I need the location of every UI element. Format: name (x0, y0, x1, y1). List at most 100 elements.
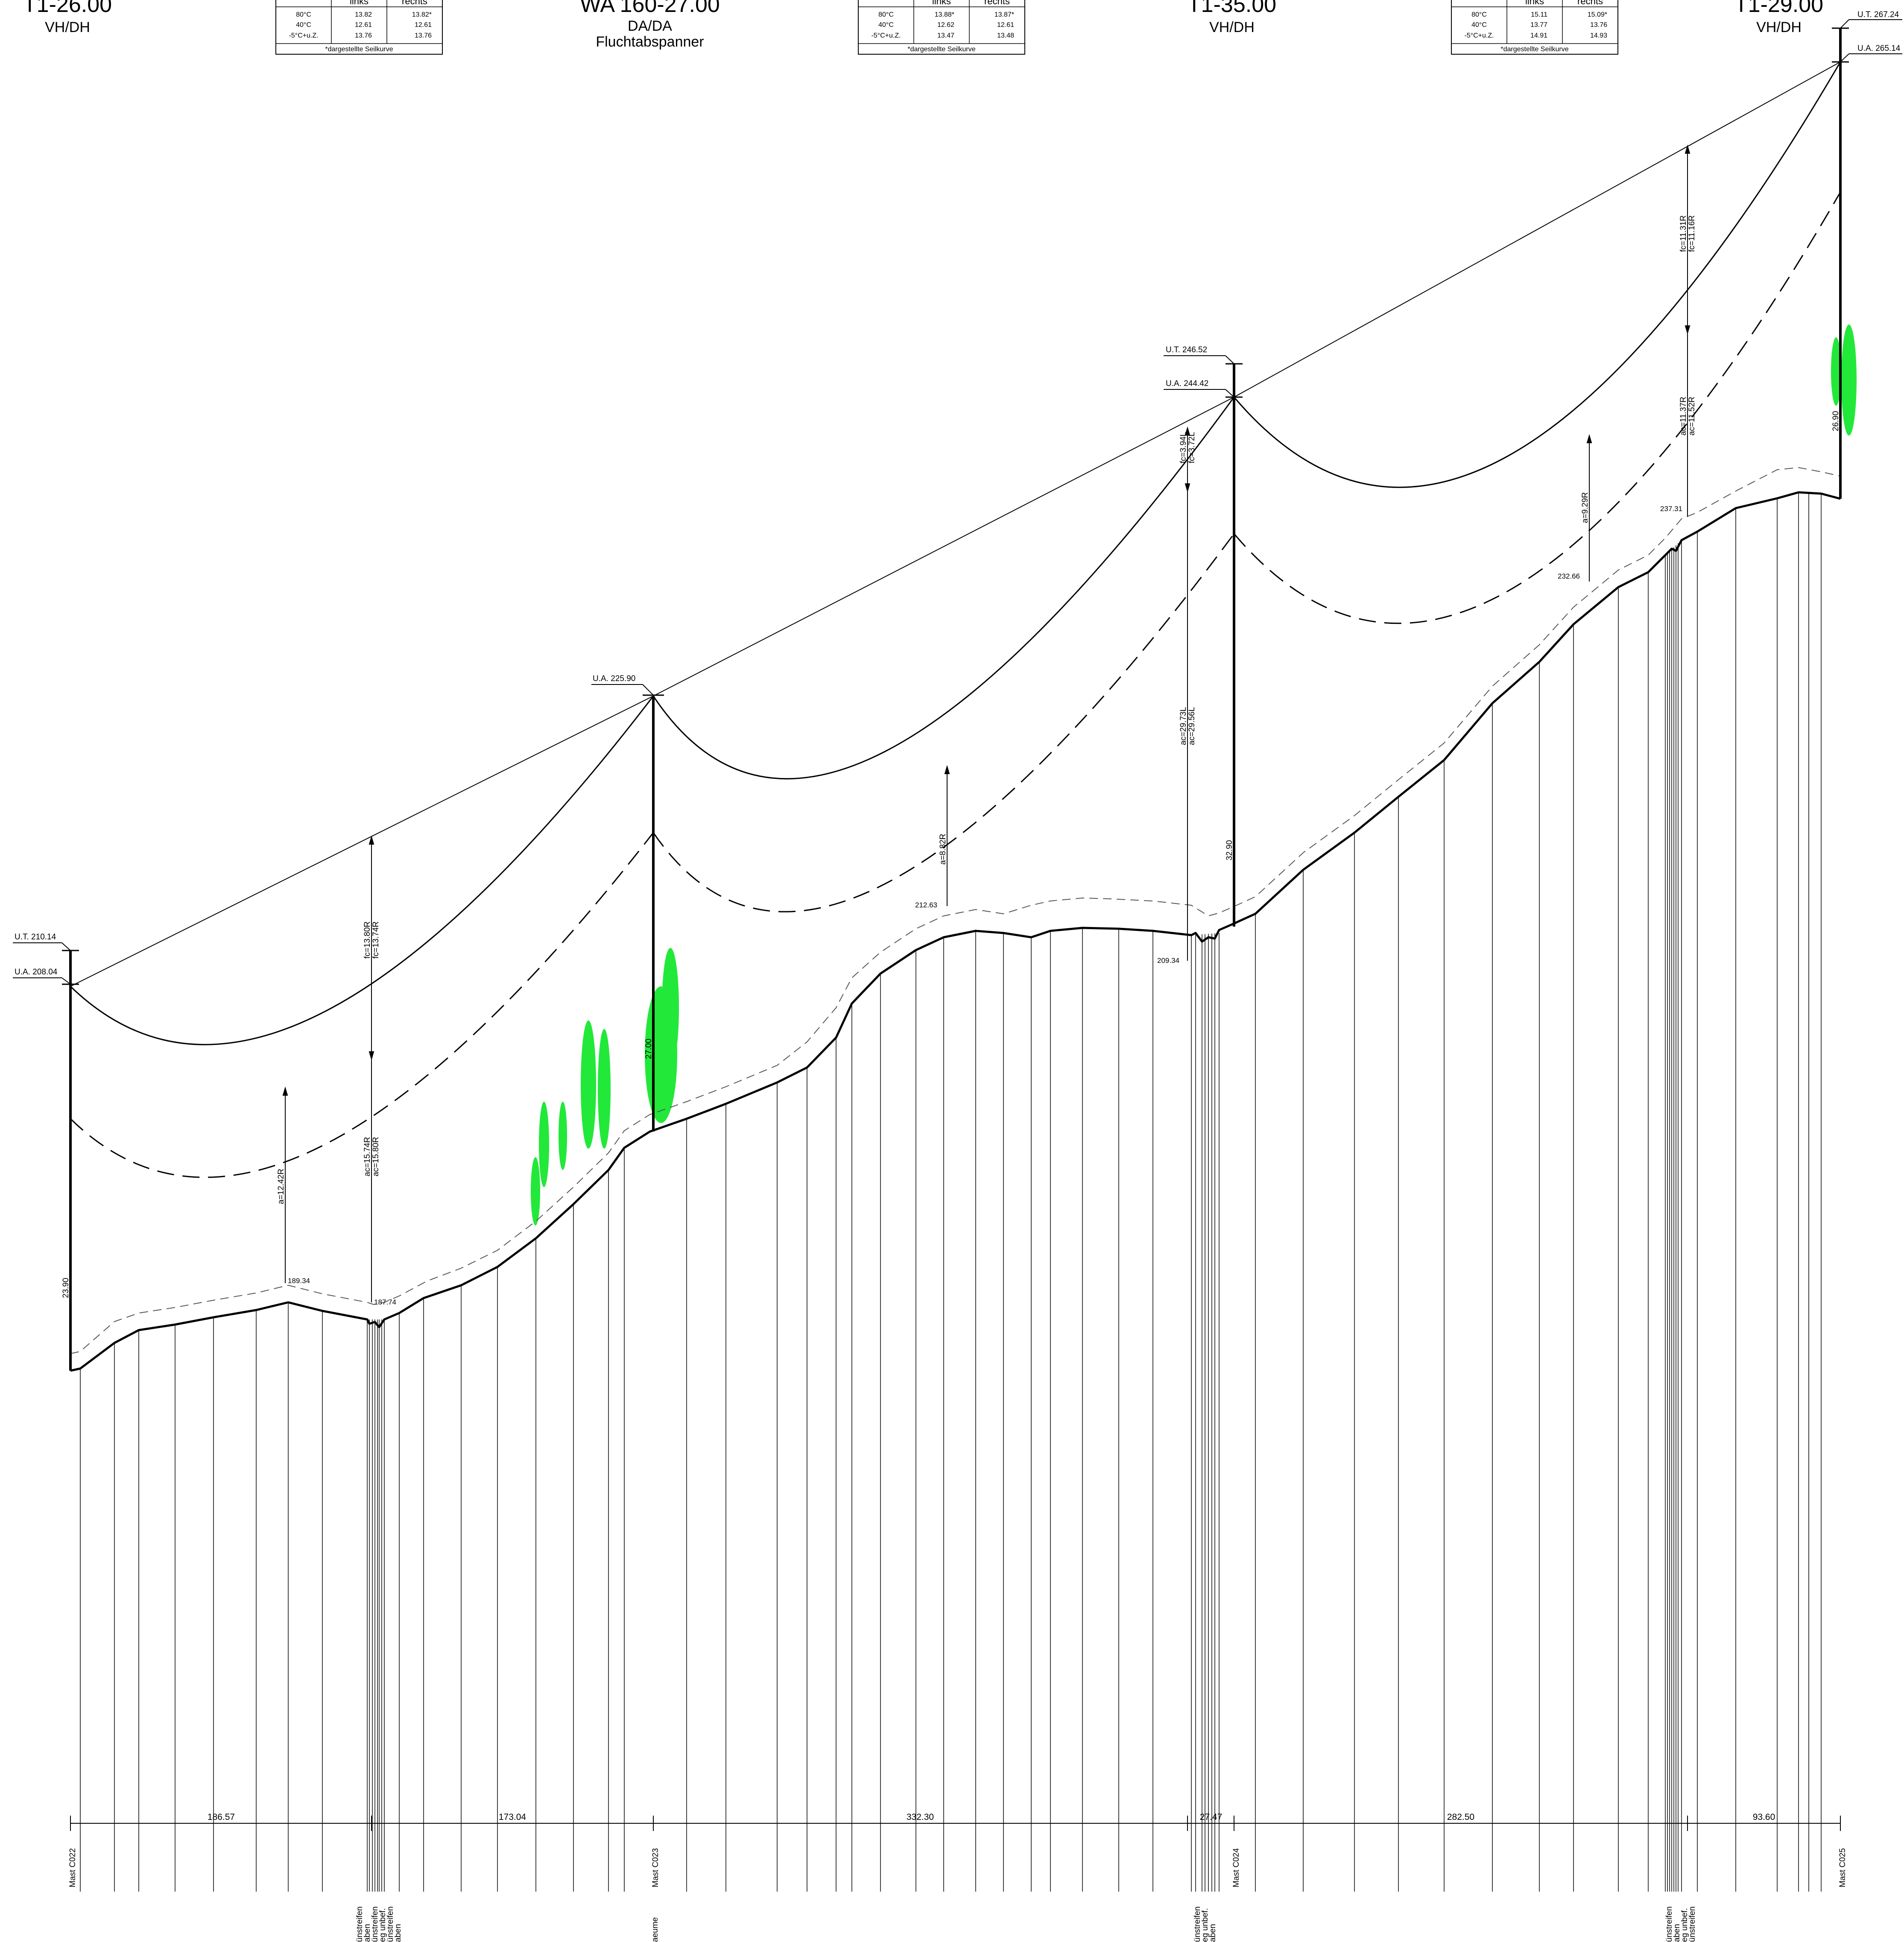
sag-table-cell: 13.76 (415, 32, 432, 39)
ground-elevation-label: 212.63 (915, 901, 937, 909)
clearance-label: ac=11.52R (1688, 397, 1696, 436)
crossing-labels-1: ünstreifen aben ünstreifen eg unbef. üns… (355, 1907, 403, 1942)
sag-table-span-2: links rechts 80°C 13.88* 13.87* 40°C 12.… (858, 0, 1025, 55)
mast-label-c025: Mast C025 (1838, 1848, 1847, 1887)
sag-table-cell: 14.93 (1590, 32, 1607, 39)
tower-height-t3: 32.90 (1225, 840, 1234, 860)
mast-label-c024: Mast C024 (1232, 1848, 1241, 1887)
sag-table-header-rechts: rechts (984, 0, 1010, 6)
clearance-label: fc=13.74R (371, 921, 380, 959)
sag-table-cell: 15.11 (1531, 11, 1547, 18)
sag-table-cell: 13.88* (935, 11, 954, 18)
sag-table-footer: *dargestellte Seilkurve (907, 46, 975, 53)
chord-line-span-2 (653, 397, 1234, 696)
sag-table-cell: 15.09* (1588, 11, 1607, 18)
span-length-label: 282.50 (1447, 1812, 1474, 1822)
tower-type-t2: DA/DA (628, 18, 672, 34)
tower-t1 (13, 942, 79, 1371)
tower-header-t2: WA 160-27.00 DA/DA Fluchtabspanner (580, 0, 720, 50)
clearance-label: ac=15.80R (371, 1137, 380, 1176)
crossing-label: ünstreifen (371, 1907, 380, 1942)
clearance-label: a=9.29R (1581, 492, 1590, 523)
crossing-label: ünstreifen (386, 1907, 395, 1942)
clearance-label: ac=29.73L (1179, 707, 1188, 745)
ground-elevation-label: 232.66 (1558, 572, 1580, 580)
tree-icon (581, 1021, 596, 1149)
crossing-labels-4: ünstreifen aben eg unbef. ünstreifen (1665, 1907, 1697, 1942)
sag-table-cell: 13.76 (1590, 21, 1607, 29)
sag-table-cell: 40°C (1471, 21, 1487, 29)
sag-table-cell: 12.61 (415, 21, 432, 29)
ground-elevation-label: 189.34 (288, 1277, 310, 1285)
clearance-arrows (282, 144, 1690, 1302)
level-label-t3-ut: U.T. 246.52 (1166, 345, 1207, 354)
crossing-labels-3: ünstreifen eg unbef. aben (1193, 1907, 1217, 1942)
chord-line-span-1 (70, 696, 654, 987)
sag-table-cell: 12.62 (937, 21, 954, 29)
level-label-t2-ua: U.A. 225.90 (593, 674, 635, 683)
sag-table-header-links: links (1525, 0, 1544, 6)
sag-table-cell: 40°C (878, 21, 894, 29)
level-label-t1-ua: U.A. 208.04 (15, 968, 58, 977)
crossing-labels-2: aeume (651, 1917, 660, 1942)
tree-icon (531, 1157, 540, 1225)
crossing-label: eg unbef. (378, 1908, 387, 1942)
tower-type-t1: VH/DH (45, 19, 90, 35)
ground-elevation-label: 237.31 (1660, 505, 1682, 513)
crossing-label: ünstreifen (1193, 1907, 1202, 1942)
sag-table-header-rechts: rechts (402, 0, 427, 6)
tree-icon (662, 948, 679, 1068)
clearance-label: ac=15.74R (363, 1137, 372, 1176)
crossing-label: aeume (651, 1917, 660, 1942)
span-length-label: 186.57 (208, 1812, 235, 1822)
clearance-label: fc=13.80R (363, 921, 372, 959)
ground-offset-line (70, 467, 1841, 1354)
conductor-curves (70, 61, 1841, 1178)
crossing-label: ünstreifen (355, 1907, 364, 1942)
tower-t2 (591, 684, 664, 1132)
tower-header-t4: T1-29.00 VH/DH (1734, 0, 1823, 35)
sag-table-cell: 13.87* (994, 11, 1014, 18)
sag-table-cell: 80°C (296, 11, 311, 18)
sag-table-cell: 12.61 (997, 21, 1014, 29)
sag-table-cell: -5°C+u.Z. (1464, 32, 1494, 39)
tower-t3 (1164, 355, 1243, 927)
sag-table-cell: -5°C+u.Z. (871, 32, 901, 39)
sag-table-footer: *dargestellte Seilkurve (325, 46, 393, 53)
span-length-label: 93.60 (1753, 1812, 1775, 1822)
sag-table-cell: 13.47 (937, 32, 954, 39)
span-length-label: 332.30 (907, 1812, 934, 1822)
crossing-label: ünstreifen (1665, 1907, 1674, 1942)
crossing-label: ünstreifen (1688, 1907, 1697, 1942)
tower-name-t2: WA 160-27.00 (580, 0, 720, 17)
clearance-label: ac=29.56L (1187, 707, 1196, 745)
sag-table-footer: *dargestellte Seilkurve (1500, 46, 1568, 53)
tree-icon (1831, 337, 1841, 406)
mast-label-c022: Mast C022 (68, 1848, 77, 1887)
tower-header-t1: T1-26.00 VH/DH (23, 0, 112, 35)
chord-line-span-3 (1234, 61, 1841, 398)
conductor-dashed-span-2 (652, 533, 1235, 913)
sag-table-span-3: links rechts 80°C 15.11 15.09* 40°C 13.7… (1451, 0, 1618, 55)
tower-name-t4: T1-29.00 (1734, 0, 1823, 17)
span-length-label: 27.47 (1200, 1812, 1223, 1822)
crossing-label: eg unbef. (1201, 1908, 1210, 1942)
ground-profile (70, 467, 1841, 1372)
conductor-curve-span-3 (1233, 61, 1841, 488)
ground-elevation-label: 187.74 (374, 1298, 396, 1306)
sag-table-cell: 13.48 (997, 32, 1014, 39)
sag-table-span-1: links rechts 80°C 13.82 13.82* 40°C 12.6… (275, 0, 443, 55)
sag-table-cell: 80°C (878, 11, 894, 18)
tree-icon (539, 1102, 549, 1187)
conductor-dashed-span-3 (1233, 192, 1841, 624)
span-dimension-line (70, 1816, 1841, 1831)
ground-reference-lines (80, 492, 1822, 1892)
tree-icon (598, 1029, 611, 1149)
tower-height-t1: 23.90 (61, 1278, 70, 1298)
sag-table-cell: 14.91 (1530, 32, 1547, 39)
clearance-label: fc=3.94L (1179, 432, 1188, 463)
sag-table-header-links: links (350, 0, 369, 6)
sag-table-header-rechts: rechts (1577, 0, 1603, 6)
clearance-label: ac=11.37R (1679, 397, 1688, 436)
